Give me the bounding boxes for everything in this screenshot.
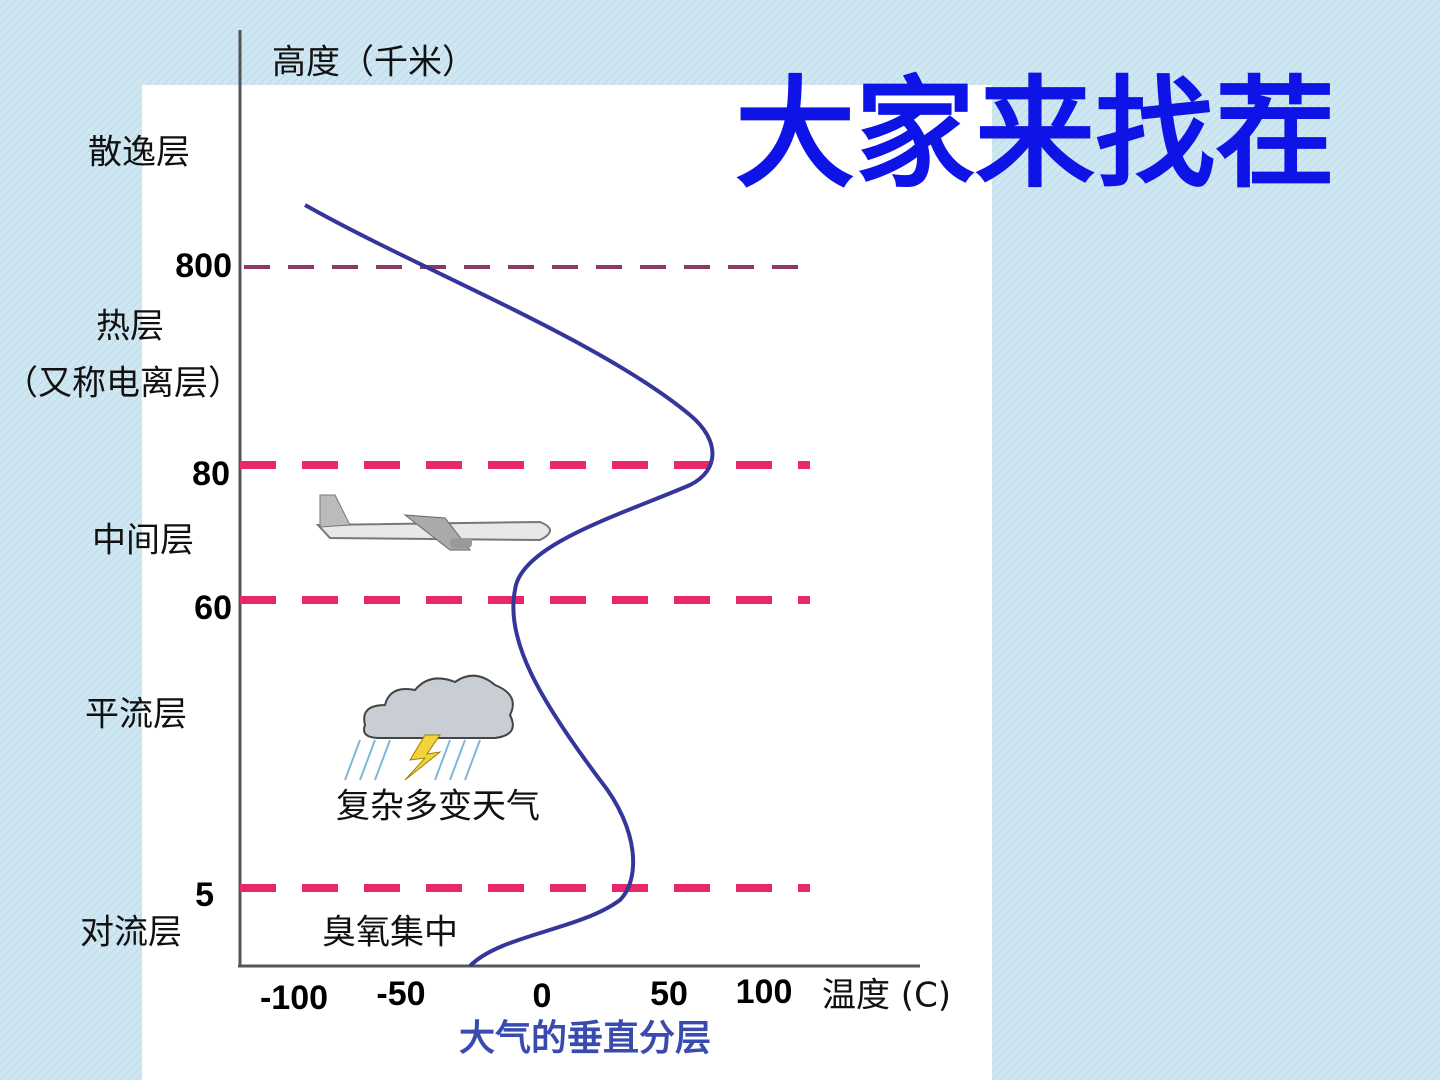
altitude-label: 80 — [192, 455, 230, 493]
layer-name: （又称电离层） — [4, 364, 242, 404]
temperature-label: -50 — [376, 975, 425, 1013]
annotation: 复杂多变天气 — [336, 787, 540, 827]
y-axis-label: 高度（千米） — [272, 43, 476, 83]
slide-title: 大家来找茬 — [735, 66, 1335, 205]
layer-name: 对流层 — [80, 913, 182, 953]
layer-name: 中间层 — [92, 521, 194, 561]
temperature-label: 100 — [736, 973, 793, 1011]
altitude-label: 800 — [175, 247, 232, 285]
temperature-label: -100 — [260, 979, 328, 1017]
temperature-label: 50 — [650, 975, 688, 1013]
altitude-label: 60 — [194, 589, 232, 627]
layer-name: 散逸层 — [88, 133, 190, 173]
airplane-icon — [315, 494, 551, 551]
layer-name: 平流层 — [85, 695, 187, 735]
diagram-panel — [142, 85, 992, 1080]
annotation: 臭氧集中 — [322, 913, 458, 953]
storm-cloud-icon — [344, 674, 514, 781]
layer-name: 热层 — [96, 307, 164, 347]
temperature-label: 0 — [533, 977, 552, 1015]
x-axis-label: 温度 (C) — [822, 976, 951, 1016]
altitude-label: 5 — [195, 876, 214, 914]
temperature-curve — [304, 203, 715, 968]
caption: 大气的垂直分层 — [459, 1018, 711, 1059]
